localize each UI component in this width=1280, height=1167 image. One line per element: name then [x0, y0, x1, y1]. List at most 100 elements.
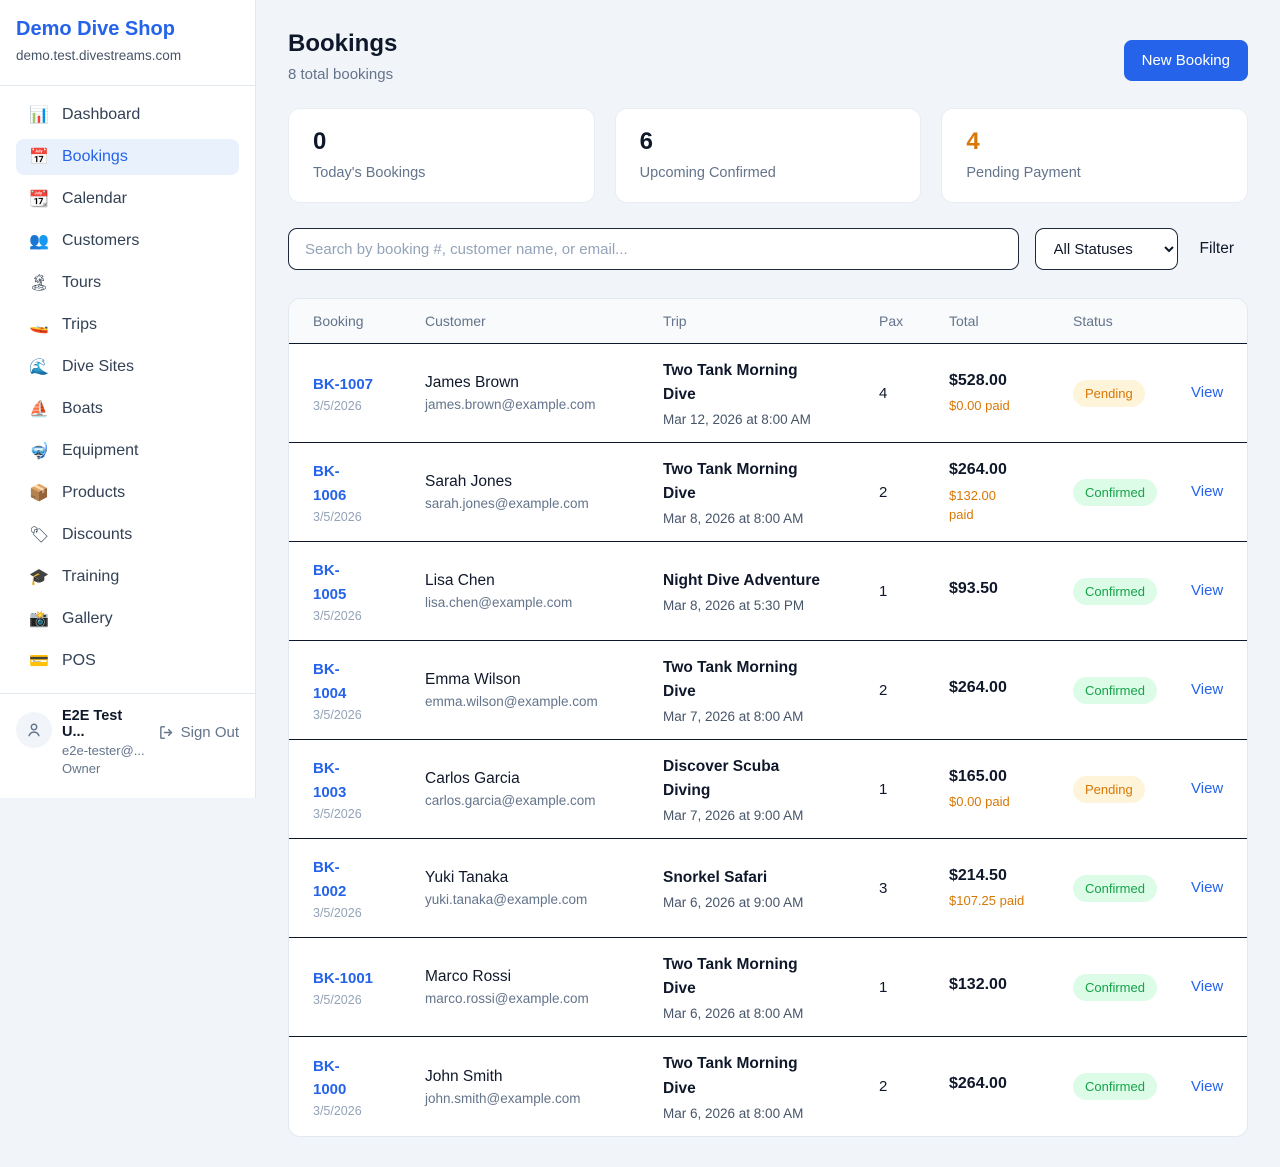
- sidebar-item-dive-sites[interactable]: 🌊 Dive Sites: [16, 349, 239, 385]
- sidebar-item-pos[interactable]: 💳 POS: [16, 643, 239, 679]
- booking-number-link[interactable]: BK- 1002: [313, 859, 347, 900]
- sidebar-item-boats[interactable]: ⛵ Boats: [16, 391, 239, 427]
- booking-date: 3/5/2026: [313, 806, 362, 821]
- trip-cell: Two Tank Morning Dive Mar 7, 2026 at 8:00…: [663, 656, 879, 724]
- sidebar-item-label: Products: [62, 484, 126, 501]
- trip-name: Two Tank Morning Dive: [663, 658, 798, 700]
- total-cell: $264.00 $132.00 paid: [949, 459, 1073, 524]
- sidebar-item-label: Boats: [62, 400, 103, 417]
- table-row: BK- 1002 3/5/2026 Yuki Tanaka yuki.tanaka…: [289, 839, 1247, 938]
- user-meta: E2E Test U... e2e-tester@... Owner: [62, 708, 148, 776]
- sidebar-item-trips[interactable]: 🚤 Trips: [16, 307, 239, 343]
- column-header-pax: Pax: [879, 313, 904, 329]
- trip-name: Two Tank Morning Dive: [663, 1055, 798, 1097]
- dive-sites-icon: 🌊: [29, 359, 49, 376]
- customer-name: Emma Wilson: [425, 671, 521, 688]
- view-link[interactable]: View: [1191, 1077, 1224, 1095]
- user-name: E2E Test U...: [62, 708, 123, 740]
- booking-number-link[interactable]: BK-1001: [313, 969, 374, 987]
- person-icon: [28, 723, 40, 737]
- status-badge: Pending: [1073, 775, 1145, 803]
- filter-button[interactable]: Filter: [1194, 240, 1248, 258]
- boats-icon: ⛵: [29, 401, 49, 418]
- sidebar-item-label: Discounts: [62, 526, 133, 543]
- total-cell: $93.50: [949, 578, 1073, 604]
- trip-name: Two Tank Morning Dive: [663, 460, 798, 502]
- customer-email: emma.wilson@example.com: [425, 694, 598, 709]
- sidebar-item-label: Dashboard: [62, 106, 141, 123]
- table-header-row: Booking Customer Trip Pax Total Status: [289, 299, 1247, 344]
- booking-date: 3/5/2026: [313, 1104, 362, 1119]
- sidebar-item-dashboard[interactable]: 📊 Dashboard: [16, 97, 239, 133]
- view-link[interactable]: View: [1191, 780, 1224, 797]
- sidebar: Demo Dive Shop demo.test.divestreams.com…: [0, 0, 256, 798]
- sidebar-item-customers[interactable]: 👥 Customers: [16, 223, 239, 259]
- trip-datetime: Mar 6, 2026 at 9:00 AM: [663, 895, 804, 910]
- sidebar-item-gallery[interactable]: 📸 Gallery: [16, 601, 239, 637]
- discounts-icon: 🏷: [29, 527, 50, 544]
- booking-number-link[interactable]: BK- 1004: [313, 661, 347, 702]
- actions-cell: View: [1191, 780, 1247, 798]
- customer-name: Marco Rossi: [425, 968, 512, 985]
- view-link[interactable]: View: [1191, 681, 1224, 698]
- sidebar-nav: 📊 Dashboard 📅 Bookings 📆 Calendar 👥 Cust…: [0, 86, 255, 693]
- shop-title: Demo Dive Shop: [16, 18, 175, 40]
- status-cell: Pending: [1073, 775, 1191, 803]
- trip-cell: Snorkel Safari Mar 6, 2026 at 9:00 AM: [663, 866, 879, 910]
- customer-name: Carlos Garcia: [425, 770, 520, 787]
- column-header-status: Status: [1073, 313, 1113, 329]
- customer-cell: Sarah Jones sarah.jones@example.com: [425, 473, 663, 511]
- pax-cell: 2: [879, 1078, 888, 1095]
- stat-value: 4: [966, 128, 980, 155]
- status-filter-select[interactable]: All Statuses: [1034, 228, 1178, 270]
- sidebar-item-products[interactable]: 📦 Products: [16, 475, 239, 511]
- page-subtitle: 8 total bookings: [288, 66, 394, 83]
- status-badge: Confirmed: [1073, 676, 1157, 704]
- actions-cell: View: [1191, 384, 1247, 402]
- booking-number-link[interactable]: BK- 1003: [313, 760, 347, 801]
- stat-label: Upcoming Confirmed: [639, 165, 776, 181]
- customer-name: John Smith: [425, 1067, 503, 1085]
- search-input[interactable]: [288, 228, 1019, 270]
- view-link[interactable]: View: [1191, 582, 1224, 599]
- view-link[interactable]: View: [1191, 483, 1224, 500]
- view-link[interactable]: View: [1191, 879, 1224, 896]
- booking-number-link[interactable]: BK- 1005: [313, 562, 347, 603]
- customer-name: Yuki Tanaka: [425, 869, 509, 886]
- customer-cell: Lisa Chen lisa.chen@example.com: [425, 572, 663, 610]
- trip-datetime: Mar 8, 2026 at 5:30 PM: [663, 598, 805, 613]
- sidebar-item-label: Customers: [62, 232, 140, 249]
- sign-out-button[interactable]: Sign Out: [158, 724, 239, 741]
- total-cell: $165.00 $0.00 paid: [949, 766, 1073, 812]
- booking-number-link[interactable]: BK- 1000: [313, 1057, 347, 1098]
- trip-datetime: Mar 8, 2026 at 8:00 AM: [663, 511, 804, 527]
- sidebar-item-tours[interactable]: 🏝 Tours: [16, 265, 239, 301]
- customers-icon: 👥: [29, 233, 49, 250]
- stat-card-pending-payment: 4 Pending Payment: [941, 108, 1248, 203]
- pax-cell: 1: [879, 978, 888, 996]
- sidebar-item-label: Training: [62, 568, 120, 585]
- customer-cell: John Smith john.smith@example.com: [425, 1068, 663, 1106]
- customer-name: Lisa Chen: [425, 572, 495, 589]
- status-badge: Pending: [1073, 379, 1145, 407]
- sidebar-item-calendar[interactable]: 📆 Calendar: [16, 181, 239, 217]
- new-booking-button[interactable]: New Booking: [1123, 40, 1248, 81]
- customer-name: James Brown: [425, 374, 519, 391]
- booking-number-link[interactable]: BK- 1006: [313, 463, 347, 504]
- sidebar-item-training[interactable]: 🎓 Training: [16, 559, 239, 595]
- customer-email: lisa.chen@example.com: [425, 595, 573, 610]
- trip-name: Two Tank Morning Dive: [663, 955, 798, 997]
- sidebar-item-discounts[interactable]: 🏷 Discounts: [16, 517, 239, 553]
- booking-date: 3/5/2026: [313, 905, 362, 920]
- sidebar-item-bookings[interactable]: 📅 Bookings: [16, 139, 239, 175]
- total-amount: $165.00: [949, 768, 1007, 786]
- tours-icon: 🏝: [29, 275, 50, 292]
- trip-datetime: Mar 12, 2026 at 8:00 AM: [663, 412, 811, 428]
- booking-number-link[interactable]: BK-1007: [313, 375, 374, 393]
- customer-cell: Emma Wilson emma.wilson@example.com: [425, 671, 663, 709]
- view-link[interactable]: View: [1191, 978, 1224, 995]
- page-header: Bookings 8 total bookings New Booking: [288, 30, 1248, 83]
- view-link[interactable]: View: [1191, 384, 1224, 401]
- sidebar-item-equipment[interactable]: 🤿 Equipment: [16, 433, 239, 469]
- table-row: BK- 1005 3/5/2026 Lisa Chen lisa.chen@exa…: [289, 542, 1247, 641]
